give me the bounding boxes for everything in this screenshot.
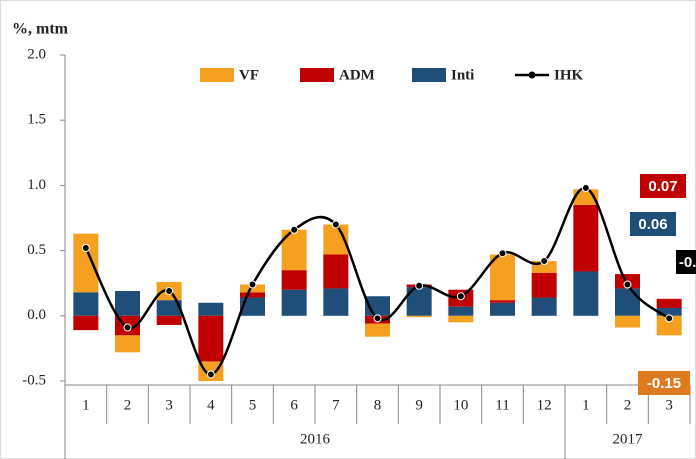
bar-segment xyxy=(198,302,224,316)
bar-segment xyxy=(281,270,307,290)
bar-segment xyxy=(448,315,474,323)
legend-swatch xyxy=(200,68,234,82)
bar-segment xyxy=(656,315,682,336)
legend-marker xyxy=(528,71,536,79)
bar-segment xyxy=(73,292,99,316)
line-marker xyxy=(165,287,174,296)
bar-segment xyxy=(490,302,515,316)
x-tick-label: 1 xyxy=(82,397,90,413)
line-marker xyxy=(331,220,340,229)
x-tick-label: 7 xyxy=(332,397,340,413)
line-marker xyxy=(665,314,674,323)
bar-segment xyxy=(240,297,265,316)
bar-segment xyxy=(490,254,515,301)
line-marker xyxy=(290,225,299,234)
x-tick-label: 2 xyxy=(624,397,632,413)
bar-segment xyxy=(573,204,599,272)
bar-segment xyxy=(156,315,182,325)
y-tick-label: -0.5 xyxy=(22,372,46,388)
bar-segment xyxy=(198,315,224,362)
legend-label: Inti xyxy=(451,67,474,83)
bar-segment xyxy=(281,289,307,316)
bar-segment xyxy=(115,335,140,353)
group-label: 2017 xyxy=(613,431,644,447)
group-label: 2016 xyxy=(300,431,331,447)
x-tick-label: 5 xyxy=(249,397,257,413)
y-tick-label: 1.5 xyxy=(27,112,46,128)
annotation-label: -0.15 xyxy=(647,375,681,392)
bar-segment xyxy=(323,254,349,289)
bar-segment xyxy=(406,315,432,318)
bar-segment xyxy=(656,307,682,316)
line-marker xyxy=(623,280,632,289)
bar-segment xyxy=(73,233,99,293)
annotation-box xyxy=(638,371,690,395)
bar-segment xyxy=(531,261,557,273)
line-marker xyxy=(415,281,424,290)
x-tick-label: 3 xyxy=(665,397,673,413)
bar-segment xyxy=(323,288,349,316)
annotation-box xyxy=(640,174,686,198)
x-tick-label: 4 xyxy=(207,397,215,413)
line-marker xyxy=(373,314,382,323)
bar-segment xyxy=(573,271,599,316)
annotation-box xyxy=(630,212,676,236)
line-marker xyxy=(456,292,465,301)
bar-segment xyxy=(448,306,474,316)
annotation-label: 0.07 xyxy=(648,178,677,195)
bar-segment xyxy=(156,300,182,316)
line-marker xyxy=(206,370,215,379)
legend-label: IHK xyxy=(554,67,584,83)
y-tick-label: 1.0 xyxy=(27,177,46,193)
legend-swatch xyxy=(300,68,334,82)
bar-segment xyxy=(115,291,140,316)
line xyxy=(84,186,670,376)
legend-label: ADM xyxy=(339,67,375,83)
bar-segment xyxy=(656,298,682,308)
y-tick-label: 0.0 xyxy=(27,307,46,323)
line-marker xyxy=(540,257,549,266)
x-tick-label: 1 xyxy=(582,397,590,413)
x-tick-label: 9 xyxy=(415,397,423,413)
legend-label: VF xyxy=(239,67,259,83)
bar-segment xyxy=(531,297,557,316)
bar-segment xyxy=(615,288,640,316)
x-tick-label: 10 xyxy=(453,397,468,413)
line-marker xyxy=(81,243,90,252)
x-tick-label: 12 xyxy=(537,397,552,413)
x-tick-label: 6 xyxy=(290,397,298,413)
bar-segment xyxy=(73,315,99,331)
line-marker xyxy=(581,184,590,193)
x-tick-label: 3 xyxy=(165,397,173,413)
bar-segment xyxy=(365,323,390,337)
bar-segment xyxy=(531,272,557,298)
line-marker xyxy=(123,323,132,332)
annotation-label: 0.06 xyxy=(638,216,667,233)
y-tick-label: 2.0 xyxy=(27,46,46,62)
annotation-label: -0.02 xyxy=(679,254,696,271)
line-marker xyxy=(498,249,507,258)
x-tick-label: 8 xyxy=(374,397,382,413)
annotation-box xyxy=(676,250,696,274)
legend-swatch xyxy=(412,68,446,82)
bar-segment xyxy=(490,300,515,303)
bar-segment xyxy=(240,292,265,298)
y-tick-label: 0.5 xyxy=(27,242,46,258)
bar-segment xyxy=(615,315,640,328)
x-tick-label: 11 xyxy=(495,397,509,413)
y-axis-label: %, mtm xyxy=(12,21,69,38)
x-tick-label: 2 xyxy=(124,397,132,413)
line-marker xyxy=(248,280,257,289)
